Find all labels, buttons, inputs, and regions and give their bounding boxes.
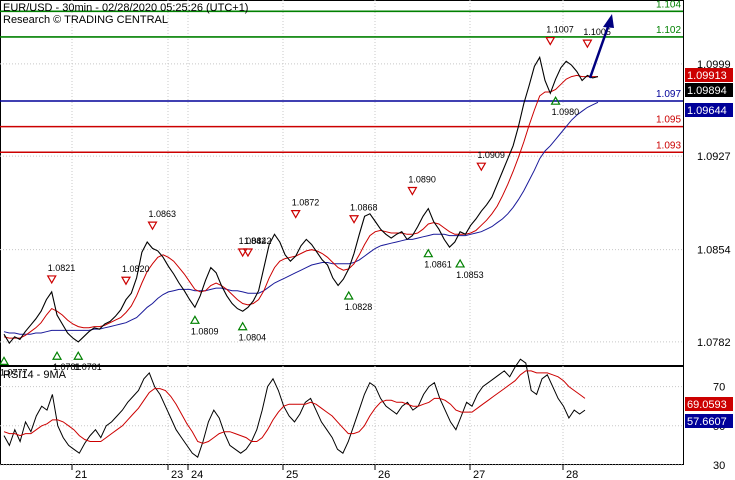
up-marker-icon (237, 321, 248, 331)
x-tick-label: 25 (286, 469, 298, 480)
down-marker-icon (476, 162, 487, 172)
rsi-badge (685, 414, 733, 428)
price-badge-text: 1.09644 (687, 105, 727, 117)
pivot-label: 1.0861 (424, 260, 452, 270)
pivot-label: 1.0809 (191, 326, 219, 336)
pivot-label: 1.0872 (292, 198, 320, 208)
rsi-series (3, 358, 586, 459)
pivot-label: 1.0868 (350, 203, 378, 213)
rsi-badge-text: 57.6607 (687, 416, 727, 428)
level-label: 1.095 (656, 115, 681, 126)
rsi-badge (685, 397, 733, 411)
up-marker-icon (73, 351, 84, 360)
rsi-badge-text: 69.0593 (687, 399, 727, 411)
rsi-series-line (3, 358, 586, 459)
level-lines: 1.104 1.102 1.097 1.095 1.093 (0, 0, 683, 154)
price-y-tick: 1.0999 (697, 59, 731, 71)
price-series-line (3, 101, 599, 335)
price-badge-text: 1.09894 (687, 85, 727, 97)
up-marker-icon (550, 95, 561, 105)
down-marker-icon (545, 36, 556, 46)
down-marker-icon (349, 215, 360, 224)
level-label: 1.097 (656, 89, 681, 100)
pivot-label: 1.0828 (345, 302, 373, 312)
rsi-y-tick: 70 (713, 382, 725, 394)
rsi-title: RSI14 - 9MA (3, 369, 67, 381)
gridlines (0, 0, 683, 466)
down-marker-icon (120, 276, 132, 286)
x-tick-label: 27 (473, 469, 485, 480)
price-badge (685, 68, 733, 82)
x-tick-label: 28 (566, 469, 578, 480)
down-marker-icon (242, 248, 253, 258)
price-panel-frame (0, 0, 684, 366)
pivot-label: 1.0777 (0, 367, 28, 377)
up-marker-icon (343, 290, 354, 300)
level-label: 1.093 (656, 140, 681, 151)
x-tick-label: 26 (378, 469, 390, 480)
up-marker-icon (455, 258, 466, 268)
rsi-series-line (3, 370, 586, 444)
price-badge (685, 103, 733, 117)
pivot-label: 1.0781 (53, 362, 81, 372)
price-series (3, 55, 599, 345)
pivot-label: 1.1007 (546, 25, 574, 35)
pivot-label: 1.0890 (408, 175, 436, 185)
down-marker-icon (237, 248, 248, 258)
x-tick-label: 23 (171, 469, 183, 480)
level-label: 1.102 (656, 25, 681, 36)
price-y-tick: 1.0854 (697, 245, 731, 257)
pivot-label: 1.0980 (552, 107, 580, 117)
pivot-label: 1.0842 (244, 236, 272, 246)
pivot-label: 1.0909 (477, 150, 505, 160)
down-marker-icon (46, 275, 57, 285)
pivot-label: 1.0842 (239, 236, 267, 246)
rsi-panel-frame (0, 366, 684, 465)
up-marker-icon (0, 356, 10, 365)
price-y-tick: 1.0782 (697, 337, 731, 349)
x-tick-label: 24 (191, 469, 203, 480)
pivot-label: 1.0804 (239, 333, 267, 343)
pivot-label: 1.0781 (74, 362, 102, 372)
down-marker-icon (407, 186, 418, 196)
price-badge (685, 83, 733, 97)
pivot-label: 1.0821 (48, 263, 76, 273)
x-tick-label: 21 (75, 469, 87, 480)
pivot-label: 1.0863 (149, 209, 177, 219)
down-marker-icon (582, 39, 593, 49)
price-badge-text: 1.09913 (687, 70, 727, 82)
projection-arrow-icon (588, 14, 614, 79)
chart-title: EUR/USD - 30min - 02/28/2020 05:25:26 (U… (3, 2, 248, 14)
pivot-label: 1.0853 (456, 270, 484, 280)
down-marker-icon (290, 209, 301, 219)
price-y-tick: 1.0927 (697, 151, 731, 163)
up-marker-icon (52, 351, 63, 360)
up-marker-icon (423, 248, 434, 258)
up-marker-icon (189, 315, 200, 324)
price-series-line (3, 55, 599, 345)
pivot-label: 1.1005 (583, 27, 611, 37)
pivot-label: 1.0820 (122, 264, 150, 274)
axes: 1.0999 1.0927 1.0854 1.0782 21 23 24 25 26 27 28 70… (71, 59, 733, 480)
down-marker-icon (147, 221, 158, 231)
level-label: 1.104 (656, 0, 681, 10)
rsi-y-tick: 30 (713, 460, 725, 472)
chart-source: Research © TRADING CENTRAL (3, 14, 168, 26)
